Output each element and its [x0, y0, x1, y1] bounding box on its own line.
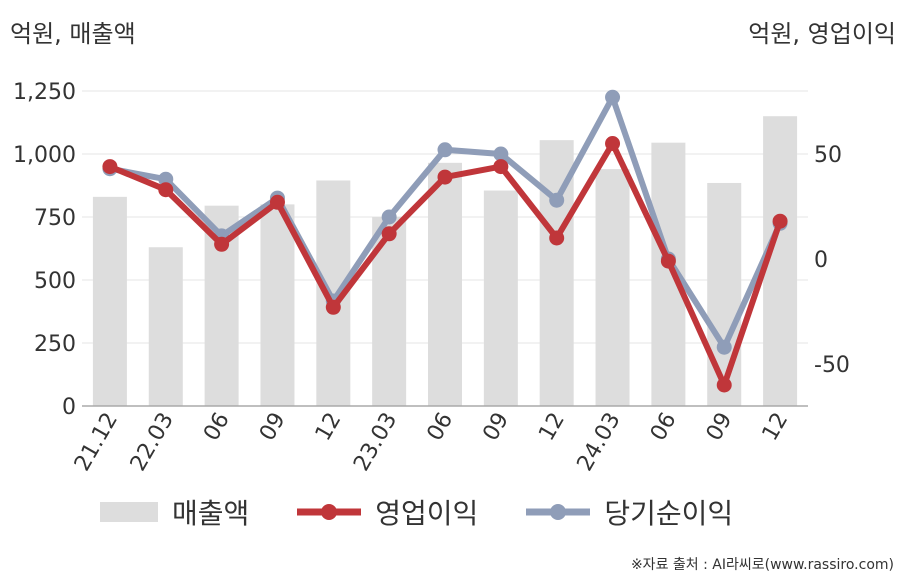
source-note: ※자료 출처 : AI라씨로(www.rassiro.com): [630, 557, 894, 573]
net-income-point: [716, 339, 732, 355]
net-income-point: [158, 171, 174, 187]
left-axis-unit: 억원, 매출액: [10, 20, 136, 48]
combo-chart: 0 250 500 750 1,000 1,250 -50 0 50 21.12 22.03 06…: [13, 80, 850, 476]
operating-profit-point: [660, 253, 676, 269]
profit-lines: [102, 89, 788, 393]
revenue-bar: [260, 204, 295, 406]
x-tick-label: 09: [478, 409, 514, 446]
legend-label-operating-profit: 영업이익: [375, 497, 479, 530]
y-left-tick-label: 750: [34, 206, 76, 231]
x-tick-label: 23.03: [349, 409, 402, 476]
y-left-tick-label: 0: [62, 395, 76, 420]
x-tick-label: 06: [199, 409, 235, 446]
legend: 매출액 영업이익 당기순이익: [100, 492, 781, 532]
legend-swatch-net-line: [526, 504, 591, 520]
legend-item-operating-profit: 영업이익: [297, 492, 478, 532]
operating-profit-point: [325, 299, 341, 315]
operating-profit-point: [605, 136, 621, 151]
x-axis: 21.12 22.03 06 09 12 23.03 06 09 12 24.03 06 09 12: [70, 405, 808, 476]
left-y-axis: 0 250 500 750 1,000 1,250: [13, 80, 76, 420]
operating-profit-point: [269, 194, 285, 210]
x-tick-label: 09: [255, 409, 291, 446]
legend-item-net-income: 당기순이익: [526, 492, 733, 532]
legend-label-revenue: 매출액: [172, 497, 250, 530]
legend-item-revenue: 매출액: [100, 492, 249, 532]
legend-swatch-bar: [100, 502, 158, 522]
x-tick-label: 12: [311, 409, 347, 446]
y-right-tick-label: 50: [814, 143, 842, 168]
revenue-bar: [595, 169, 630, 406]
x-tick-label: 09: [702, 409, 738, 446]
operating-profit-point: [493, 159, 509, 175]
revenue-bar: [483, 190, 518, 406]
net-income-point: [437, 142, 453, 158]
revenue-bar: [707, 182, 742, 406]
x-tick-label: 12: [534, 409, 570, 446]
net-income-point: [493, 146, 509, 162]
revenue-bar: [428, 162, 462, 406]
y-right-tick-label: -50: [814, 353, 850, 378]
revenue-bar: [148, 247, 183, 406]
operating-profit-point: [214, 236, 230, 252]
y-left-tick-label: 1,250: [13, 80, 76, 105]
x-tick-label: 06: [646, 409, 682, 446]
operating-profit-point: [549, 230, 565, 246]
operating-profit-point: [772, 213, 788, 229]
y-left-tick-label: 1,000: [13, 143, 76, 168]
operating-profit-point: [437, 169, 453, 185]
operating-profit-point: [716, 377, 732, 393]
operating-profit-point: [158, 182, 174, 198]
y-left-tick-label: 500: [34, 269, 76, 294]
x-tick-label: 06: [423, 409, 459, 446]
y-right-tick-label: 0: [814, 248, 828, 273]
legend-label-net-income: 당기순이익: [604, 497, 734, 530]
net-income-point: [381, 209, 397, 225]
x-tick-label: 22.03: [126, 409, 179, 476]
net-income-point: [605, 89, 621, 105]
x-tick-label: 21.12: [70, 409, 123, 476]
legend-swatch-operating-line: [297, 504, 362, 520]
operating-profit-point: [381, 226, 397, 242]
right-y-axis: -50 0 50: [814, 143, 850, 378]
operating-profit-point: [102, 159, 118, 175]
revenue-bar: [92, 196, 127, 406]
net-income-point: [549, 192, 565, 208]
y-left-tick-label: 250: [34, 332, 76, 357]
x-tick-label: 12: [758, 409, 794, 446]
right-axis-unit: 억원, 영업이익: [748, 20, 896, 48]
x-tick-label: 24.03: [573, 409, 626, 476]
revenue-bars: [92, 116, 798, 406]
